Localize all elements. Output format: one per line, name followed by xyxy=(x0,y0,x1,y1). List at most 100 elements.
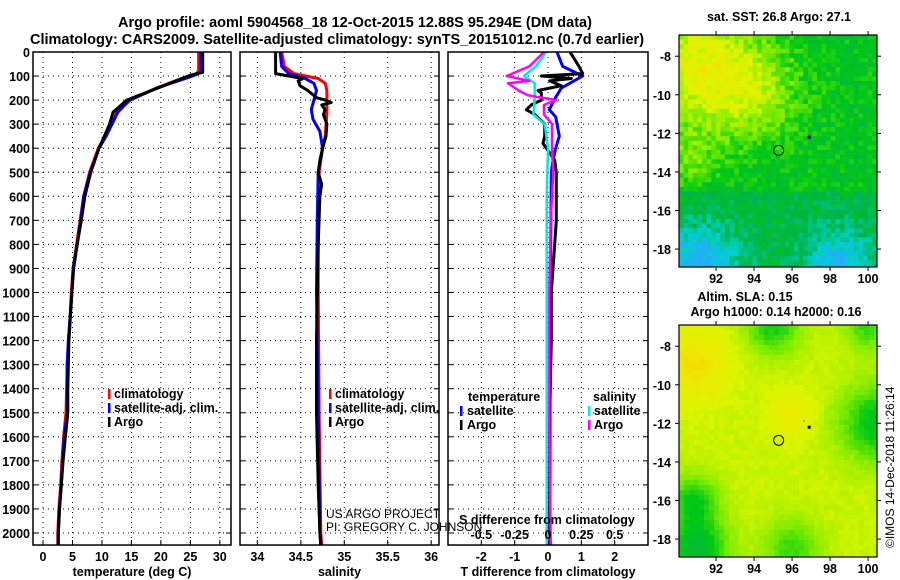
map-cell xyxy=(874,360,878,366)
map-cell xyxy=(754,500,760,506)
map-cell xyxy=(859,525,865,531)
map-cell xyxy=(812,108,818,114)
map-cell xyxy=(754,525,760,531)
map-cell xyxy=(809,550,815,556)
map-cell xyxy=(714,545,720,551)
map-cell xyxy=(803,255,809,261)
map-cell xyxy=(849,430,855,436)
map-cell xyxy=(814,420,820,426)
map-cell xyxy=(794,159,799,165)
map-cell xyxy=(784,44,790,50)
map-cell xyxy=(794,530,800,536)
map-cell xyxy=(754,550,760,556)
map-cell xyxy=(789,335,795,341)
map-cell xyxy=(702,251,707,257)
map-cell xyxy=(829,430,835,436)
legend-swatch xyxy=(588,420,591,430)
map-cell xyxy=(817,150,822,155)
map-cell xyxy=(821,71,827,77)
map-cell xyxy=(794,445,800,451)
map-cell xyxy=(807,200,813,206)
map-cell xyxy=(757,53,763,59)
map-cell xyxy=(804,510,810,516)
map-cell xyxy=(775,113,781,119)
map-cell xyxy=(764,485,770,491)
map-cell xyxy=(824,340,830,346)
map-cell xyxy=(809,340,815,346)
map-cell xyxy=(821,108,827,114)
map-cell xyxy=(844,420,850,426)
map-cell xyxy=(743,265,749,268)
map-cell xyxy=(807,113,813,119)
map-cell xyxy=(694,360,700,366)
map-cell xyxy=(734,330,740,336)
map-cell xyxy=(824,370,830,376)
map-cell xyxy=(771,196,776,201)
map-cell xyxy=(729,395,735,401)
map-cell xyxy=(840,242,845,247)
map-cell xyxy=(766,163,772,169)
map-cell xyxy=(804,520,810,526)
map-cell xyxy=(826,265,832,268)
map-cell xyxy=(826,131,832,137)
map-cell xyxy=(748,260,753,266)
map-cell xyxy=(869,525,875,531)
map-cell xyxy=(689,520,695,526)
map-cell xyxy=(784,104,790,109)
x-tick-label: 36 xyxy=(424,550,438,564)
map-cell xyxy=(689,485,695,491)
map-cell xyxy=(849,85,855,91)
map-cell xyxy=(692,260,698,266)
map-cell xyxy=(679,345,685,351)
map-cell xyxy=(704,345,710,351)
map-cell xyxy=(794,485,800,491)
map-cell xyxy=(814,415,820,421)
map-cell xyxy=(826,186,832,192)
map-cell xyxy=(679,81,684,86)
map-cell xyxy=(720,242,726,247)
map-cell xyxy=(744,355,750,361)
map-cell xyxy=(775,154,781,160)
map-cell xyxy=(683,209,689,215)
map-cell xyxy=(858,35,864,40)
map-cell xyxy=(840,251,845,257)
map-cell xyxy=(689,350,695,356)
map-cell xyxy=(725,265,730,268)
map-cell xyxy=(804,540,810,546)
map-cell xyxy=(766,223,772,229)
map-cell xyxy=(789,530,795,536)
map-cell xyxy=(821,209,827,215)
map-cell xyxy=(819,370,825,376)
map-cell xyxy=(692,265,698,268)
map-cell xyxy=(771,131,776,137)
map-cell xyxy=(679,520,685,526)
map-cell xyxy=(684,400,690,406)
map-cell xyxy=(779,375,785,381)
map-cell xyxy=(819,355,825,361)
map-cell xyxy=(874,380,878,386)
map-cell xyxy=(702,62,707,68)
map-cell xyxy=(849,44,855,50)
map-cell xyxy=(844,131,850,137)
map-cell xyxy=(771,246,776,252)
map-cell xyxy=(864,540,870,546)
map-cell xyxy=(734,136,740,142)
map-cell xyxy=(729,370,735,376)
map-cell xyxy=(844,168,850,174)
map-cell xyxy=(826,246,832,252)
map-cell xyxy=(812,260,818,266)
map-cell xyxy=(683,127,689,132)
map-cell xyxy=(826,232,832,238)
s-tick-label: 0.5 xyxy=(606,528,623,542)
series-group xyxy=(274,52,333,546)
map-cell xyxy=(757,140,763,146)
map-cell xyxy=(869,510,875,516)
map-cell xyxy=(688,81,694,86)
map-cell xyxy=(799,535,805,541)
map-cell xyxy=(759,370,765,376)
map-cell xyxy=(817,232,822,238)
map-cell xyxy=(819,375,825,381)
map-cell xyxy=(794,140,799,146)
map-cell xyxy=(789,515,795,521)
map-cell xyxy=(697,136,703,142)
